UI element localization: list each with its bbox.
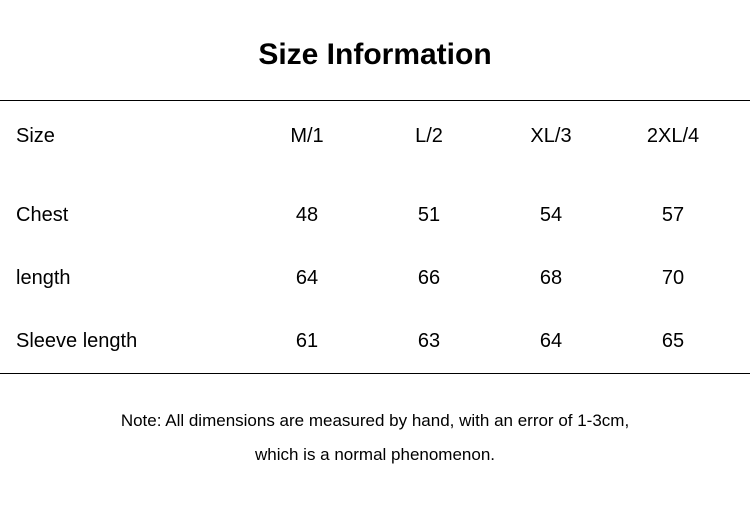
- cell: 70: [612, 267, 734, 290]
- cell: 65: [612, 330, 734, 353]
- cell: 64: [246, 267, 368, 290]
- cell: 51: [368, 204, 490, 227]
- footnote-line: which is a normal phenomenon.: [40, 438, 710, 472]
- size-table: Size M/1 L/2 XL/3 2XL/4 Chest 48 51 54 5…: [0, 101, 750, 373]
- header-col: 2XL/4: [612, 125, 734, 148]
- table-row: Chest 48 51 54 57: [16, 184, 734, 247]
- table-row: Sleeve length 61 63 64 65: [16, 310, 734, 373]
- header-col: XL/3: [490, 125, 612, 148]
- cell: 63: [368, 330, 490, 353]
- cell: 66: [368, 267, 490, 290]
- cell: 61: [246, 330, 368, 353]
- footnote-line: Note: All dimensions are measured by han…: [40, 404, 710, 438]
- cell: 48: [246, 204, 368, 227]
- cell: 68: [490, 267, 612, 290]
- header-label: Size: [16, 125, 246, 148]
- table-header-row: Size M/1 L/2 XL/3 2XL/4: [16, 101, 734, 184]
- page-title: Size Information: [0, 0, 750, 100]
- row-label: Sleeve length: [16, 330, 246, 353]
- table-row: length 64 66 68 70: [16, 247, 734, 310]
- cell: 54: [490, 204, 612, 227]
- cell: 64: [490, 330, 612, 353]
- row-label: length: [16, 267, 246, 290]
- footnote: Note: All dimensions are measured by han…: [0, 374, 750, 472]
- row-label: Chest: [16, 204, 246, 227]
- cell: 57: [612, 204, 734, 227]
- header-col: L/2: [368, 125, 490, 148]
- size-info-container: Size Information Size M/1 L/2 XL/3 2XL/4…: [0, 0, 750, 516]
- header-col: M/1: [246, 125, 368, 148]
